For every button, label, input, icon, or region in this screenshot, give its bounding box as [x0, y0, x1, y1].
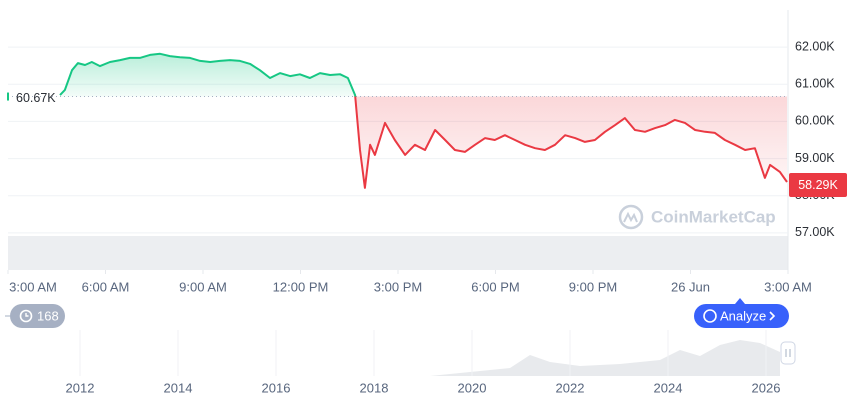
area	[60, 53, 788, 188]
navigator: 2012 2014 2016 2018 2020 2022 2024 2026	[8, 330, 796, 395]
y-tick-label: 61.00K	[795, 77, 835, 91]
watermark: CoinMarketCap	[618, 204, 776, 230]
x-tick-label: 6:00 PM	[471, 279, 519, 294]
y-tick-label: 62.00K	[795, 39, 835, 53]
analyze-button[interactable]: Analyze	[694, 298, 789, 328]
volume-band	[8, 236, 788, 270]
x-tick-label: 3:00 AM	[764, 279, 812, 294]
x-tick-label: 9:00 AM	[179, 279, 227, 294]
analyze-label[interactable]: Analyze	[720, 308, 766, 323]
history-button[interactable]: 168	[5, 304, 65, 328]
x-tick-label: 26 Jun	[671, 279, 710, 294]
navigator-year: 2018	[360, 380, 389, 395]
x-tick-label: 6:00 AM	[82, 279, 130, 294]
baseline-label: 60.67K	[16, 91, 56, 105]
navigator-year: 2012	[66, 380, 95, 395]
last-price-tag	[789, 172, 847, 197]
x-tick-label: 3:00 AM	[9, 279, 57, 294]
last-price-label: 58.29K	[798, 178, 838, 192]
x-tick-label: 3:00 PM	[374, 279, 422, 294]
history-count[interactable]: 168	[37, 308, 59, 323]
navigator-year: 2014	[164, 380, 193, 395]
watermark-text: CoinMarketCap	[651, 207, 776, 226]
navigator-year: 2020	[458, 380, 487, 395]
navigator-year: 2022	[556, 380, 585, 395]
y-tick-label: 57.00K	[795, 225, 835, 239]
x-tick-label: 9:00 PM	[569, 279, 617, 294]
price-line	[59, 52, 788, 189]
y-tick-label: 59.00K	[795, 151, 835, 165]
navigator-year: 2016	[262, 380, 291, 395]
y-tick-label: 60.00K	[795, 114, 835, 128]
x-tick-label: 12:00 PM	[273, 279, 329, 294]
navigator-year: 2026	[752, 380, 781, 395]
navigator-year: 2024	[654, 380, 683, 395]
